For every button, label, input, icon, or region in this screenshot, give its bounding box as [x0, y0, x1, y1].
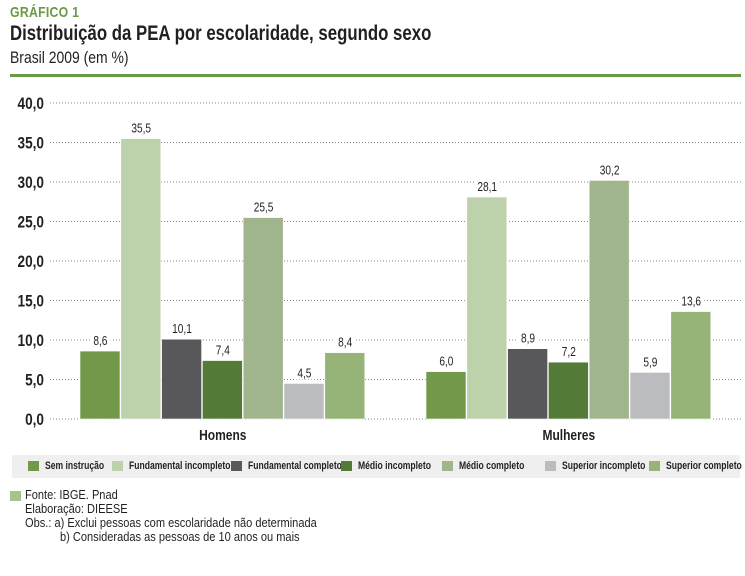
bar: [670, 311, 712, 420]
legend-item: Fundamental completo: [231, 460, 368, 472]
bar: [242, 217, 284, 420]
legend-swatch-icon: [28, 461, 39, 471]
data-label: 8,9: [521, 332, 535, 346]
data-label-backing: [517, 329, 539, 345]
y-tick-label: 20,0: [18, 253, 44, 272]
chart-title: Distribuição da PEA por escolaridade, se…: [10, 22, 432, 45]
data-label: 8,4: [338, 335, 353, 349]
legend-label: Superior incompleto: [562, 460, 646, 472]
y-tick-label: 10,0: [18, 332, 44, 351]
legend-label: Fundamental completo: [248, 460, 342, 472]
data-label: 4,5: [297, 366, 311, 380]
legend-item: Superior incompleto: [545, 460, 669, 472]
observation-a: Obs.: a) Exclui pessoas com escolaridade…: [25, 515, 317, 530]
observation-b: b) Consideradas as pessoas de 10 anos ou…: [60, 529, 300, 544]
y-tick-label: 40,0: [18, 95, 44, 114]
data-label-backing: [334, 333, 356, 349]
legend-swatch-icon: [649, 461, 660, 471]
legend-label: Superior completo: [666, 460, 742, 472]
legend-swatch-icon: [341, 461, 352, 471]
data-label: 10,1: [172, 322, 192, 336]
data-label-backing: [640, 353, 661, 369]
legend-swatch-icon: [545, 461, 556, 471]
y-tick-label: 35,0: [18, 134, 44, 153]
data-label: 7,2: [562, 345, 576, 359]
y-tick-label: 25,0: [18, 213, 44, 232]
legend-label: Fundamental incompleto: [129, 460, 231, 472]
data-label: 6,0: [439, 354, 454, 368]
y-tick-label: 5,0: [25, 371, 44, 390]
data-label: 28,1: [477, 180, 497, 194]
legend-label: Médio incompleto: [358, 460, 431, 472]
y-tick-label: 15,0: [18, 292, 44, 311]
bar-chart: 0,0 5,0 10,0 15,0 20,0 25,0 30,0 35,0 40,0 8,6 35,…: [18, 95, 741, 444]
bar: [507, 348, 548, 420]
data-label-backing: [128, 119, 155, 135]
y-tick-label: 0,0: [25, 411, 44, 430]
legend-swatch-icon: [231, 461, 242, 471]
y-tick-label: 30,0: [18, 174, 44, 193]
header-divider: [10, 74, 741, 77]
data-label-backing: [436, 352, 457, 368]
data-label-backing: [169, 320, 195, 336]
x-category-label: Homens: [199, 427, 246, 444]
elaboration-note: Elaboração: DIEESE: [25, 501, 128, 516]
bar: [79, 350, 121, 420]
legend-item: Superior completo: [649, 460, 745, 472]
legend-item: Sem instrução: [28, 460, 121, 472]
legend-item: Médio completo: [442, 460, 543, 472]
data-label: 7,4: [216, 343, 231, 357]
bar: [466, 196, 508, 420]
data-label: 30,2: [600, 163, 620, 177]
data-label-backing: [596, 161, 623, 177]
legend-swatch-icon: [442, 461, 453, 471]
bar: [548, 361, 589, 420]
data-label: 35,5: [131, 121, 151, 135]
bar: [161, 338, 202, 420]
chart-subtitle: Brasil 2009 (em %): [10, 48, 129, 67]
notes-marker-icon: [10, 491, 21, 501]
data-label: 5,9: [643, 355, 657, 369]
data-label-backing: [474, 178, 501, 194]
bar: [120, 138, 162, 420]
data-label: 8,6: [93, 334, 107, 348]
data-label-backing: [90, 332, 111, 348]
bar: [629, 372, 671, 420]
data-label-backing: [294, 364, 315, 380]
bar: [283, 383, 325, 420]
legend-label: Sem instrução: [45, 460, 105, 472]
chart-legend: Sem instrução Fundamental incompleto Funda…: [12, 455, 742, 478]
legend-swatch-icon: [112, 461, 123, 471]
data-label-backing: [678, 292, 705, 308]
bar: [588, 180, 630, 420]
data-label: 25,5: [254, 200, 274, 214]
bar: [324, 352, 366, 420]
data-label: 13,6: [681, 294, 701, 308]
x-category-label: Mulheres: [542, 427, 595, 444]
data-label-backing: [250, 198, 277, 214]
bar: [425, 371, 467, 420]
source-note: Fonte: IBGE. Pnad: [25, 487, 118, 502]
bar: [202, 360, 243, 420]
chart-label: GRÁFICO 1: [10, 4, 80, 21]
legend-item: Fundamental incompleto: [112, 460, 259, 472]
data-label-backing: [212, 341, 234, 357]
legend-item: Médio incompleto: [341, 460, 452, 472]
legend-label: Médio completo: [459, 460, 525, 472]
data-label-backing: [558, 343, 580, 359]
